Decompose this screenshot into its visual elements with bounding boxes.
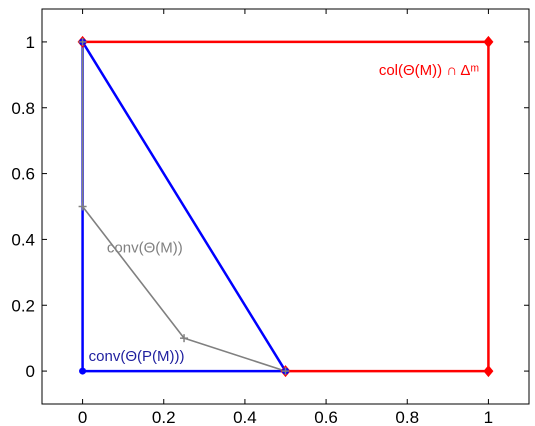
data-point (79, 367, 87, 375)
data-point (483, 365, 494, 378)
x-tick-label: 0.6 (314, 408, 338, 426)
y-tick-label: 0.6 (11, 165, 35, 184)
data-point (180, 334, 189, 343)
y-tick-label: 1 (26, 33, 35, 52)
data-point (78, 37, 87, 46)
annotation-label: conv(Θ(P(M))) (89, 348, 185, 365)
y-tick-label: 0.4 (11, 230, 35, 249)
series-line (81, 41, 287, 373)
series-line (81, 41, 286, 372)
tick-layer: 0 0.2 0.4 0.6 0.8 1 0 0.2 0.4 0.6 0.8 1 (11, 9, 529, 426)
data-point (483, 35, 494, 48)
plot-area-frame (41, 8, 530, 405)
series-line (82, 40, 490, 373)
x-tick-label: 0.4 (233, 408, 257, 426)
x-tick-label: 0.8 (395, 408, 419, 426)
data-point (281, 367, 290, 376)
y-tick-label: 0.8 (11, 99, 35, 118)
data-point (78, 202, 87, 211)
marker-layer (77, 35, 494, 378)
x-tick-label: 0 (78, 408, 87, 426)
x-tick-label: 1 (484, 408, 493, 426)
x-tick-label: 0.2 (152, 408, 176, 426)
y-tick-label: 0.2 (11, 296, 35, 315)
annotation-layer: col(Θ(M)) ∩ Δᵐ conv(Θ(M)) conv(Θ(P(M))) (89, 62, 479, 365)
series-layer (81, 40, 490, 373)
annotation-label: col(Θ(M)) ∩ Δᵐ (379, 62, 479, 79)
annotation-label: conv(Θ(M)) (107, 240, 183, 257)
y-tick-label: 0 (26, 362, 35, 381)
